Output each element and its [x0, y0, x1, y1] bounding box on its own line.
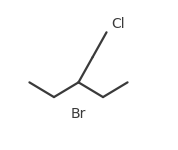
Text: Br: Br — [71, 107, 86, 121]
Text: Cl: Cl — [111, 17, 125, 31]
